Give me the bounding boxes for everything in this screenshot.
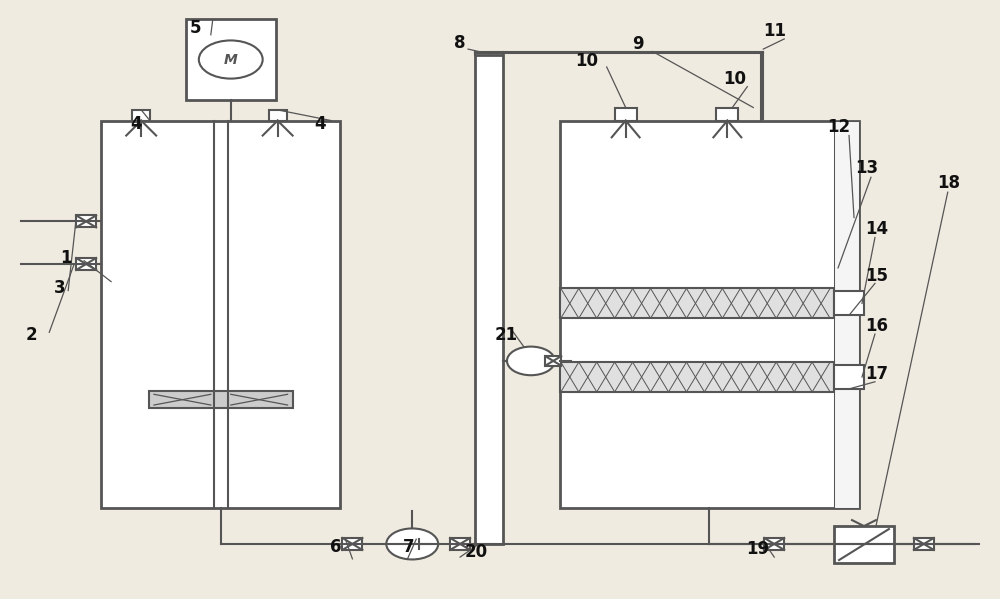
Bar [834,120,859,508]
Bar [132,110,150,120]
Bar [560,120,859,508]
Bar [450,538,470,550]
Bar [545,356,561,365]
Circle shape [199,41,263,78]
Text: 3: 3 [53,279,65,297]
Text: 12: 12 [827,117,851,135]
Text: 15: 15 [865,267,888,285]
Bar [834,292,864,315]
Text: 19: 19 [746,540,769,558]
Bar [342,538,362,550]
Bar [615,107,637,120]
Bar [914,538,934,550]
Text: 20: 20 [465,543,488,561]
Bar [834,526,894,563]
Text: 6: 6 [330,538,341,556]
Circle shape [507,347,555,375]
Text: 2: 2 [25,326,37,344]
Bar [101,120,340,508]
Text: 9: 9 [632,35,643,53]
Bar [475,55,503,544]
Text: 4: 4 [130,114,142,132]
Text: 13: 13 [855,159,879,177]
Text: 16: 16 [865,317,888,335]
Bar [560,289,834,318]
Text: 7: 7 [402,538,414,556]
Circle shape [386,528,438,559]
Bar [76,258,96,270]
Text: 18: 18 [937,174,960,192]
Text: 4: 4 [315,114,326,132]
Bar [269,110,287,120]
Text: 17: 17 [865,365,889,383]
Text: 10: 10 [575,52,598,70]
Text: 8: 8 [454,34,466,52]
Text: 14: 14 [865,220,889,238]
Text: 1: 1 [60,249,72,267]
Bar [186,19,276,100]
Bar [76,216,96,228]
Text: 11: 11 [763,22,786,40]
Bar [149,391,293,408]
Text: 21: 21 [494,326,518,344]
Text: 5: 5 [190,19,202,37]
Bar [560,362,834,392]
Text: M: M [224,53,238,66]
Bar [716,107,738,120]
Bar [834,365,864,389]
Text: 10: 10 [723,70,746,88]
Bar [764,538,784,550]
